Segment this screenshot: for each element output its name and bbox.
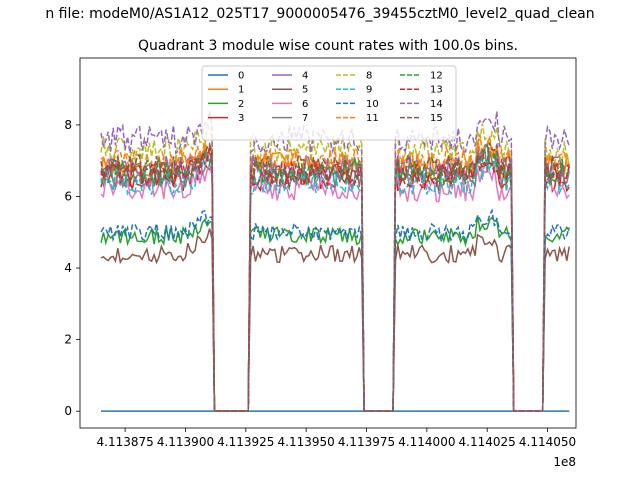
- legend-label: 15: [430, 113, 443, 124]
- legend-label: 9: [366, 85, 372, 96]
- x-tick-label: 4.113975: [338, 435, 395, 449]
- figure-suptitle: n file: modeM0/AS1A12_025T17_9000005476_…: [45, 6, 594, 22]
- y-tick-label: 2: [64, 333, 72, 347]
- y-tick-label: 4: [64, 261, 72, 275]
- y-tick-label: 0: [64, 404, 72, 418]
- legend-label: 14: [430, 99, 443, 110]
- legend-entry-14: 14: [400, 99, 443, 110]
- legend-label: 12: [430, 71, 443, 82]
- legend-entry-10: 10: [336, 99, 379, 110]
- x-tick-label: 4.113950: [278, 435, 335, 449]
- legend-label: 11: [366, 113, 379, 124]
- legend-label: 3: [238, 113, 244, 124]
- legend-entry-9: 9: [336, 85, 372, 96]
- series-line-11: [100, 134, 570, 412]
- series-line-5: [100, 228, 570, 412]
- x-tick-label: 4.113900: [157, 435, 214, 449]
- x-tick-label: 4.114000: [398, 435, 455, 449]
- legend-entry-12: 12: [400, 71, 443, 82]
- legend-label: 6: [302, 99, 308, 110]
- legend-label: 7: [302, 113, 308, 124]
- y-tick-label: 8: [64, 118, 72, 132]
- legend-entry-2: 2: [208, 99, 244, 110]
- series-line-10: [100, 208, 570, 412]
- legend-entry-0: 0: [208, 71, 244, 82]
- legend-entry-1: 1: [208, 85, 244, 96]
- series-line-6: [100, 161, 570, 412]
- legend-entry-13: 13: [400, 85, 443, 96]
- legend-entry-15: 15: [400, 113, 443, 124]
- legend-label: 13: [430, 85, 443, 96]
- legend-entry-8: 8: [336, 71, 372, 82]
- legend-label: 0: [238, 71, 244, 82]
- legend-entry-5: 5: [272, 85, 308, 96]
- series-line-14: [100, 110, 570, 412]
- x-tick-label: 4.114050: [519, 435, 576, 449]
- legend-label: 1: [238, 85, 244, 96]
- x-tick-label: 4.114025: [459, 435, 516, 449]
- legend-entry-6: 6: [272, 99, 308, 110]
- legend-box: [201, 65, 457, 141]
- series-line-15: [100, 142, 570, 412]
- legend-entry-7: 7: [272, 113, 308, 124]
- y-axis: 0 2 4 6 8: [64, 118, 80, 418]
- legend-label: 10: [366, 99, 379, 110]
- chart-title: Quadrant 3 module wise count rates with …: [138, 38, 518, 54]
- legend-entry-4: 4: [272, 71, 308, 82]
- legend-label: 8: [366, 71, 372, 82]
- x-axis: 4.113875 4.113900 4.113925 4.113950 4.113975…: [97, 428, 576, 449]
- legend-label: 4: [302, 71, 308, 82]
- x-tick-label: 4.113925: [217, 435, 274, 449]
- legend-label: 2: [238, 99, 244, 110]
- series-layer: [100, 110, 570, 412]
- y-tick-label: 6: [64, 189, 72, 203]
- x-tick-label: 4.113875: [97, 435, 154, 449]
- series-line-7: [100, 146, 570, 412]
- series-line-12: [100, 144, 570, 412]
- legend-entry-3: 3: [208, 113, 244, 124]
- series-line-13: [100, 145, 570, 412]
- x-offset-label: 1e8: [553, 455, 576, 469]
- legend-label: 5: [302, 85, 308, 96]
- legend-entry-11: 11: [336, 113, 379, 124]
- plot-frame: [79, 57, 577, 429]
